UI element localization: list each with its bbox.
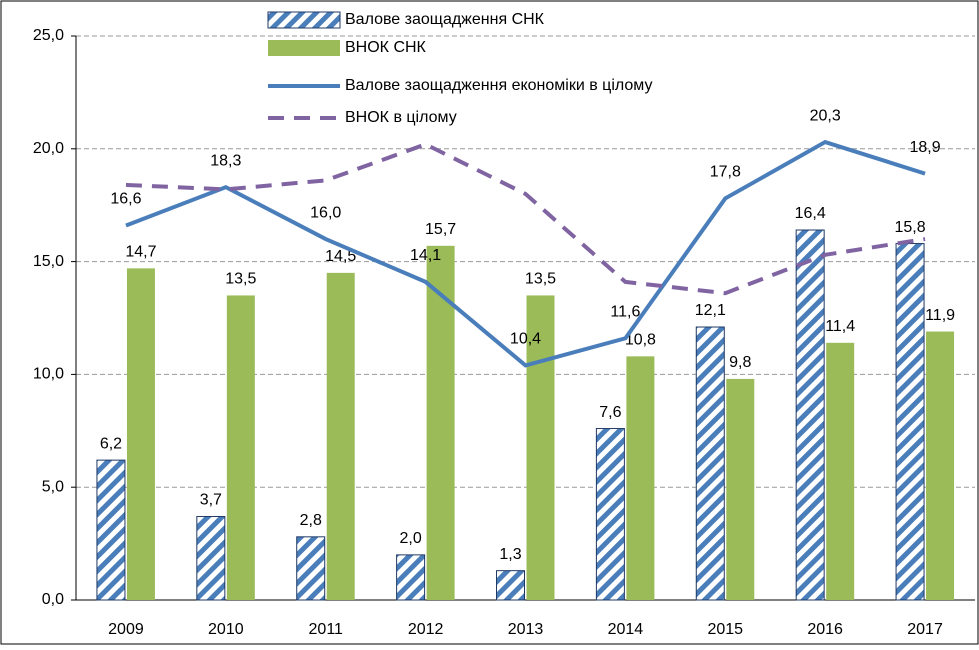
bar [126,268,155,600]
value-label: 11,6 [610,304,640,321]
value-label: 7,6 [599,404,621,421]
x-tick-label: 2009 [108,621,144,638]
line [125,142,926,296]
bar [795,229,825,601]
legend-swatch [267,11,341,29]
y-tick-label: 5,0 [42,478,64,495]
value-label: 16,0 [310,204,341,221]
bar [595,428,625,601]
x-tick-label: 2017 [907,621,943,638]
y-tick-label: 10,0 [33,366,64,383]
y-tick-label: 20,0 [33,140,64,157]
value-label: 13,5 [525,271,556,288]
x-tick-label: 2010 [208,621,244,638]
bar [826,342,855,600]
value-label: 14,1 [410,247,441,264]
value-label: 11,9 [925,307,955,324]
y-tick-label: 0,0 [42,591,64,608]
value-label: 3,7 [200,492,222,509]
value-label: 18,9 [909,139,940,156]
value-label: 15,7 [425,221,456,238]
bar [496,570,525,601]
value-label: 2,0 [399,530,421,547]
legend-label: ВНОК СНК [345,39,427,56]
value-label: 14,7 [125,244,156,261]
value-label: 20,3 [810,107,841,124]
y-tick-label: 15,0 [33,253,64,270]
bar [96,459,126,601]
legend-label: Валове заощадження СНК [345,11,545,28]
value-label: 15,8 [894,219,925,236]
value-label: 10,8 [625,332,656,349]
bar [326,272,355,600]
value-label: 1,3 [499,546,521,563]
value-label: 13,5 [225,271,256,288]
x-tick-label: 2012 [408,621,444,638]
value-label: 14,5 [325,248,356,265]
bar [396,554,426,601]
bar [926,331,955,600]
x-tick-label: 2016 [807,621,843,638]
y-tick-label: 25,0 [33,27,64,44]
value-label: 10,4 [510,331,541,348]
bar [196,516,226,601]
bar [296,536,326,601]
value-label: 12,1 [695,302,726,319]
value-label: 17,8 [710,164,741,181]
x-tick-label: 2013 [508,621,544,638]
bar [526,295,555,600]
x-tick-label: 2011 [309,621,344,638]
bar [426,245,455,601]
value-label: 9,8 [729,354,751,371]
value-label: 16,6 [110,191,141,208]
legend-label: ВНОК в цілому [345,109,457,126]
value-label: 6,2 [100,435,122,452]
value-label: 18,3 [210,152,241,169]
line [125,139,926,368]
bar [626,356,655,600]
value-label: 16,4 [795,205,826,222]
value-label: 2,8 [300,512,322,529]
legend-label: Валове заощадження економіки в цілому [345,77,652,94]
bar [895,243,925,601]
bar [726,378,755,600]
bar [695,326,725,601]
x-tick-label: 2014 [608,621,644,638]
value-label: 11,4 [825,318,855,335]
bar [226,295,255,600]
x-tick-label: 2015 [707,621,743,638]
legend-swatch [268,40,340,56]
